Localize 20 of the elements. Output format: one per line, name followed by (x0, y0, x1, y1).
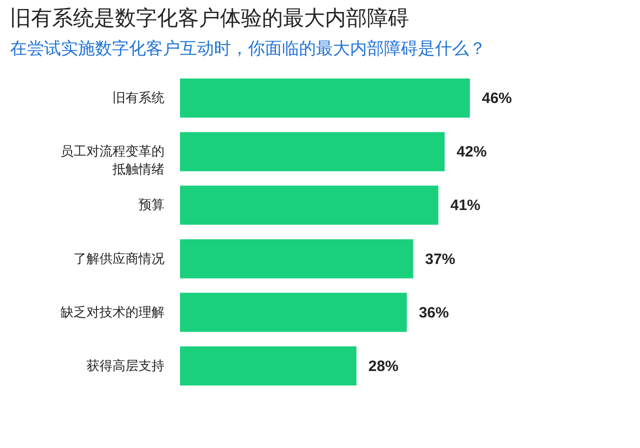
y-tick-label: 获得高层支持 (86, 358, 164, 373)
bar (180, 78, 470, 118)
chart-title: 旧有系统是数字化客户体验的最大内部障碍 (10, 7, 409, 30)
bar (180, 292, 407, 332)
data-label: 41% (450, 197, 480, 214)
y-tick-label: 了解供应商情况 (74, 250, 164, 266)
data-label: 36% (418, 304, 449, 322)
y-tick-label: 员工对流程变革的抵触情绪 (60, 144, 164, 177)
data-label: 37% (425, 250, 456, 268)
data-label: 28% (368, 358, 398, 375)
bar (180, 239, 414, 278)
data-label: 46% (482, 90, 512, 108)
y-tick-label: 预算 (138, 197, 164, 212)
data-label: 42% (456, 144, 487, 161)
y-tick-label: 缺乏对技术的理解 (60, 304, 164, 320)
y-tick-label: 旧有系统 (112, 90, 164, 106)
bar (180, 132, 445, 172)
chart-subtitle: 在尝试实施数字化客户互动时，你面临的最大内部障碍是什么？ (10, 39, 486, 58)
bar (180, 346, 356, 386)
bar (180, 186, 438, 225)
